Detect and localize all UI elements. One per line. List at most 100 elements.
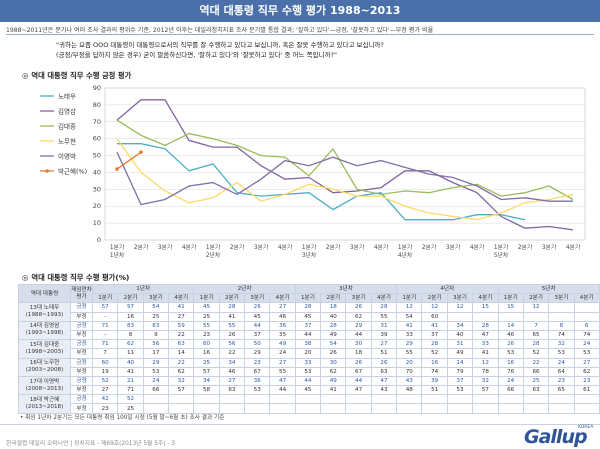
positive-cell: 18 <box>320 302 347 313</box>
negative-cell: 27 <box>168 311 195 322</box>
negative-cell <box>472 403 499 414</box>
negative-cell: 60 <box>421 311 448 322</box>
president-period: (1988~1993) <box>25 312 64 319</box>
x-tick-label: 5년차 <box>494 251 509 259</box>
legend-label: 노무현 <box>58 137 76 145</box>
positive-cell: 42 <box>91 394 119 405</box>
negative-cell: 46 <box>497 329 524 341</box>
x-tick-label: 1분기 <box>302 243 316 251</box>
positive-cell <box>421 394 448 405</box>
positive-cell: 12 <box>421 302 448 313</box>
negative-cell <box>472 311 499 322</box>
quarter-header: 2분기 <box>117 293 144 304</box>
negative-cell: 18 <box>345 348 372 359</box>
positive-cell: 56 <box>142 339 170 350</box>
positive-cell: 45 <box>193 302 220 313</box>
x-tick-label: 4분기 <box>278 243 292 251</box>
y-tick-label: 50 <box>93 152 101 160</box>
series-line-0 <box>117 143 526 221</box>
quarter-header: 4분기 <box>472 293 499 304</box>
positive-cell: 71 <box>91 320 119 331</box>
positive-cell: 43 <box>396 375 423 387</box>
quarter-header: 4분기 <box>573 293 600 304</box>
table-row: 부정 7 11 17 14 16 22 29 24 20 26 18 51 55 52 49 41 53 52 53 5… <box>19 348 600 359</box>
positive-cell: 14 <box>446 357 474 368</box>
negative-cell: 45 <box>244 311 271 322</box>
negative-cell: 45 <box>294 385 322 396</box>
positive-cell: 47 <box>269 375 296 387</box>
positive-cell: 47 <box>370 375 398 387</box>
positive-cell: 28 <box>218 302 246 313</box>
row-label-positive: 긍정 <box>70 394 93 405</box>
table-row: 부정 -8 9 22 23 26 37 35 44 49 44 39 33 37 40 47 46 65 74 74 <box>19 329 600 341</box>
y-tick-label: 0 <box>97 236 101 244</box>
positive-cell <box>193 394 220 405</box>
negative-cell: 52 <box>522 348 550 359</box>
negative-cell <box>370 403 398 414</box>
positive-cell: 36 <box>244 375 271 387</box>
positive-cell: 27 <box>370 339 398 350</box>
negative-cell: 41 <box>117 366 144 377</box>
x-tick-label: 2분기 <box>326 243 340 251</box>
positive-cell: 32 <box>472 375 499 387</box>
series-line-5 <box>116 151 142 170</box>
president-name: 14대 김영삼 <box>29 323 60 330</box>
quarter-header: 1분기 <box>294 293 322 304</box>
negative-cell <box>446 311 474 322</box>
negative-cell: 29 <box>244 348 271 359</box>
president-cell: 16대 노무현 (2003~2008) <box>18 357 71 377</box>
positive-cell: 60 <box>193 339 220 350</box>
table-row: 부정 19 41 53 62 57 46 67 55 53 62 67 63 70 74 79 78 76 66 64… <box>19 366 600 377</box>
table-row: 18대 박근혜 (2013~2018) 긍정 42 52 <box>18 394 600 414</box>
negative-cell: 24 <box>269 348 296 359</box>
negative-cell: 49 <box>320 329 347 341</box>
negative-cell: 26 <box>320 348 347 359</box>
positive-cell: 21 <box>117 375 144 387</box>
y-tick-label: 80 <box>93 101 101 109</box>
negative-cell: 51 <box>370 348 398 359</box>
legend-label: 이명박 <box>58 151 76 160</box>
negative-cell: 23 <box>91 403 119 414</box>
x-tick-label: 3분기 <box>446 243 460 251</box>
positive-cell: 49 <box>320 375 347 387</box>
positive-cell: 60 <box>91 357 119 368</box>
survey-question: "귀하는 요즘 OOO 대통령이 대통령으로서의 직무를 잘 수행하고 있다고 … <box>56 40 556 60</box>
negative-cell: 45 <box>294 311 322 322</box>
negative-cell: 74 <box>421 366 448 377</box>
positive-cell: 28 <box>522 339 550 350</box>
president-name: 13대 노태우 <box>29 305 60 312</box>
negative-cell: 62 <box>168 366 195 377</box>
positive-cell: 30 <box>345 339 372 350</box>
president-period: (2003~2008) <box>25 367 64 374</box>
quarter-header: 4분기 <box>168 293 195 304</box>
positive-cell: 41 <box>168 302 195 313</box>
negative-cell: 62 <box>320 366 347 377</box>
negative-cell: 48 <box>396 385 423 396</box>
question-line-2: (긍정/부정을 답하지 않은 경우) 굳이 말씀하신다면, '잘하고 있다'와 … <box>56 51 337 59</box>
positive-cell: 52 <box>117 394 144 405</box>
negative-cell <box>320 403 347 414</box>
positive-cell <box>446 394 474 405</box>
negative-cell: 22 <box>218 348 246 359</box>
negative-cell: 55 <box>396 348 423 359</box>
negative-cell: 37 <box>421 329 448 341</box>
positive-cell: 63 <box>168 339 195 350</box>
negative-cell: 53 <box>294 366 322 377</box>
quarter-header: 1분기 <box>497 293 524 304</box>
chart-section-title: 역대 대통령 직무 수행 긍정 평가 <box>22 71 131 81</box>
positive-cell: 83 <box>142 320 170 331</box>
positive-cell: 28 <box>421 339 448 350</box>
positive-cell <box>522 394 550 405</box>
positive-cell: 28 <box>320 320 347 331</box>
negative-cell: 41 <box>218 311 246 322</box>
x-tick-label: 2년차 <box>206 251 221 259</box>
negative-cell: 19 <box>91 366 119 377</box>
y-tick-label: 70 <box>93 118 101 126</box>
negative-cell: 16 <box>117 311 144 322</box>
positive-cell: 28 <box>472 320 499 331</box>
negative-cell: 67 <box>345 366 372 377</box>
negative-cell: 74 <box>548 329 575 341</box>
positive-cell <box>370 394 398 405</box>
table-row: 17대 이명박 (2008~2013) 긍정 52 21 24 32 34 27 36 47 44 49… <box>18 375 600 396</box>
table-section-title: 역대 대통령 직무 수행 평가(%) <box>22 273 129 283</box>
